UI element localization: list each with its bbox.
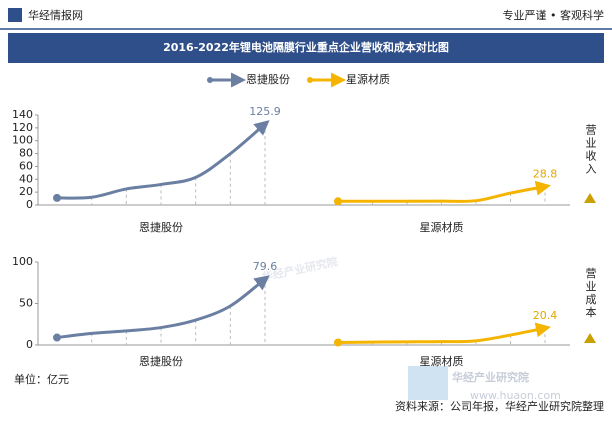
logo-url: www.huaon.com [470,389,561,402]
x-group-label: 恩捷股份 [139,220,183,234]
start-dot [334,197,342,206]
y-tick-label: 80 [19,147,33,160]
start-dot [334,338,342,347]
brand-icon [8,8,22,22]
y-label: 营业成本 [584,266,597,319]
legend-label: 星源材质 [346,72,390,86]
y-tick-label: 60 [19,159,33,172]
brand: 华经情报网 [28,8,83,22]
chart-title: 2016-2022年锂电池隔膜行业重点企业营收和成本对比图 [163,40,449,54]
data-label: 125.9 [249,105,281,118]
y-tick-label: 100 [12,255,33,268]
x-group-label: 星源材质 [420,354,464,368]
y-tick-label: 0 [26,198,33,211]
y-label: 营业收入 [584,123,597,176]
legend-dot [307,77,313,83]
series-line [56,120,270,200]
data-label: 20.4 [533,309,558,322]
unit: 单位：亿元 [14,372,69,386]
x-group-label: 恩捷股份 [139,354,183,368]
slogan: 专业严谨 • 客观科学 [503,8,604,22]
start-dot [53,333,61,342]
y-tick-label: 50 [19,297,33,310]
series-line [337,322,551,345]
data-label: 28.8 [533,167,558,180]
y-tick-label: 0 [26,338,33,351]
y-tick-label: 20 [19,185,33,198]
logo-icon [408,366,448,400]
start-dot [53,193,61,202]
y-tick-label: 40 [19,172,33,185]
series-line [337,180,551,203]
legend-dot [207,77,213,83]
legend-label: 恩捷股份 [246,72,290,86]
logo: 华经产业研究院 [452,370,529,384]
y-tick-label: 100 [12,134,33,147]
x-group-label: 星源材质 [420,220,464,234]
series-line [56,275,270,340]
y-tick-label: 140 [12,108,33,121]
y-tick-label: 120 [12,121,33,134]
y-label-arrow [584,193,596,203]
data-label: 79.6 [253,260,278,273]
title-bar [8,33,604,63]
source: 资料来源：公司年报，华经产业研究院整理 [395,399,604,413]
y-label-arrow [584,333,596,343]
